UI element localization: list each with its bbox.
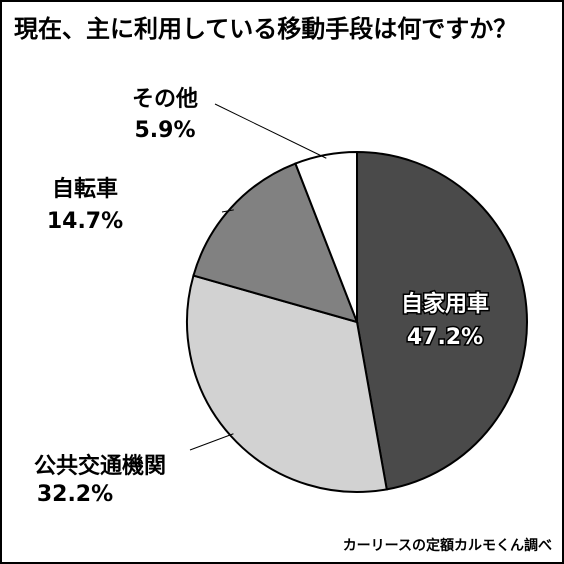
leader-line (189, 433, 234, 451)
category-label: 自転車 (52, 176, 118, 202)
pie-slice (186, 274, 388, 493)
pie-slice (294, 150, 358, 323)
source: カーリースの定額カルモくん調べ (343, 537, 552, 554)
leader-line (221, 209, 234, 213)
pie-slice (192, 162, 359, 324)
value-label: 14.7% (47, 209, 123, 234)
value-label: 5.9% (134, 118, 195, 143)
leader-line (214, 103, 327, 159)
value-label: 47.2% (407, 325, 483, 350)
pie-slice (356, 150, 528, 491)
category-label: 自家用車 (401, 291, 489, 317)
category-label: 公共交通機関 (34, 453, 166, 479)
category-label: その他 (132, 87, 198, 112)
chart-title: 現在、主に利用している移動手段は何ですか？ (14, 15, 517, 43)
value-label: 32.2% (37, 482, 113, 507)
